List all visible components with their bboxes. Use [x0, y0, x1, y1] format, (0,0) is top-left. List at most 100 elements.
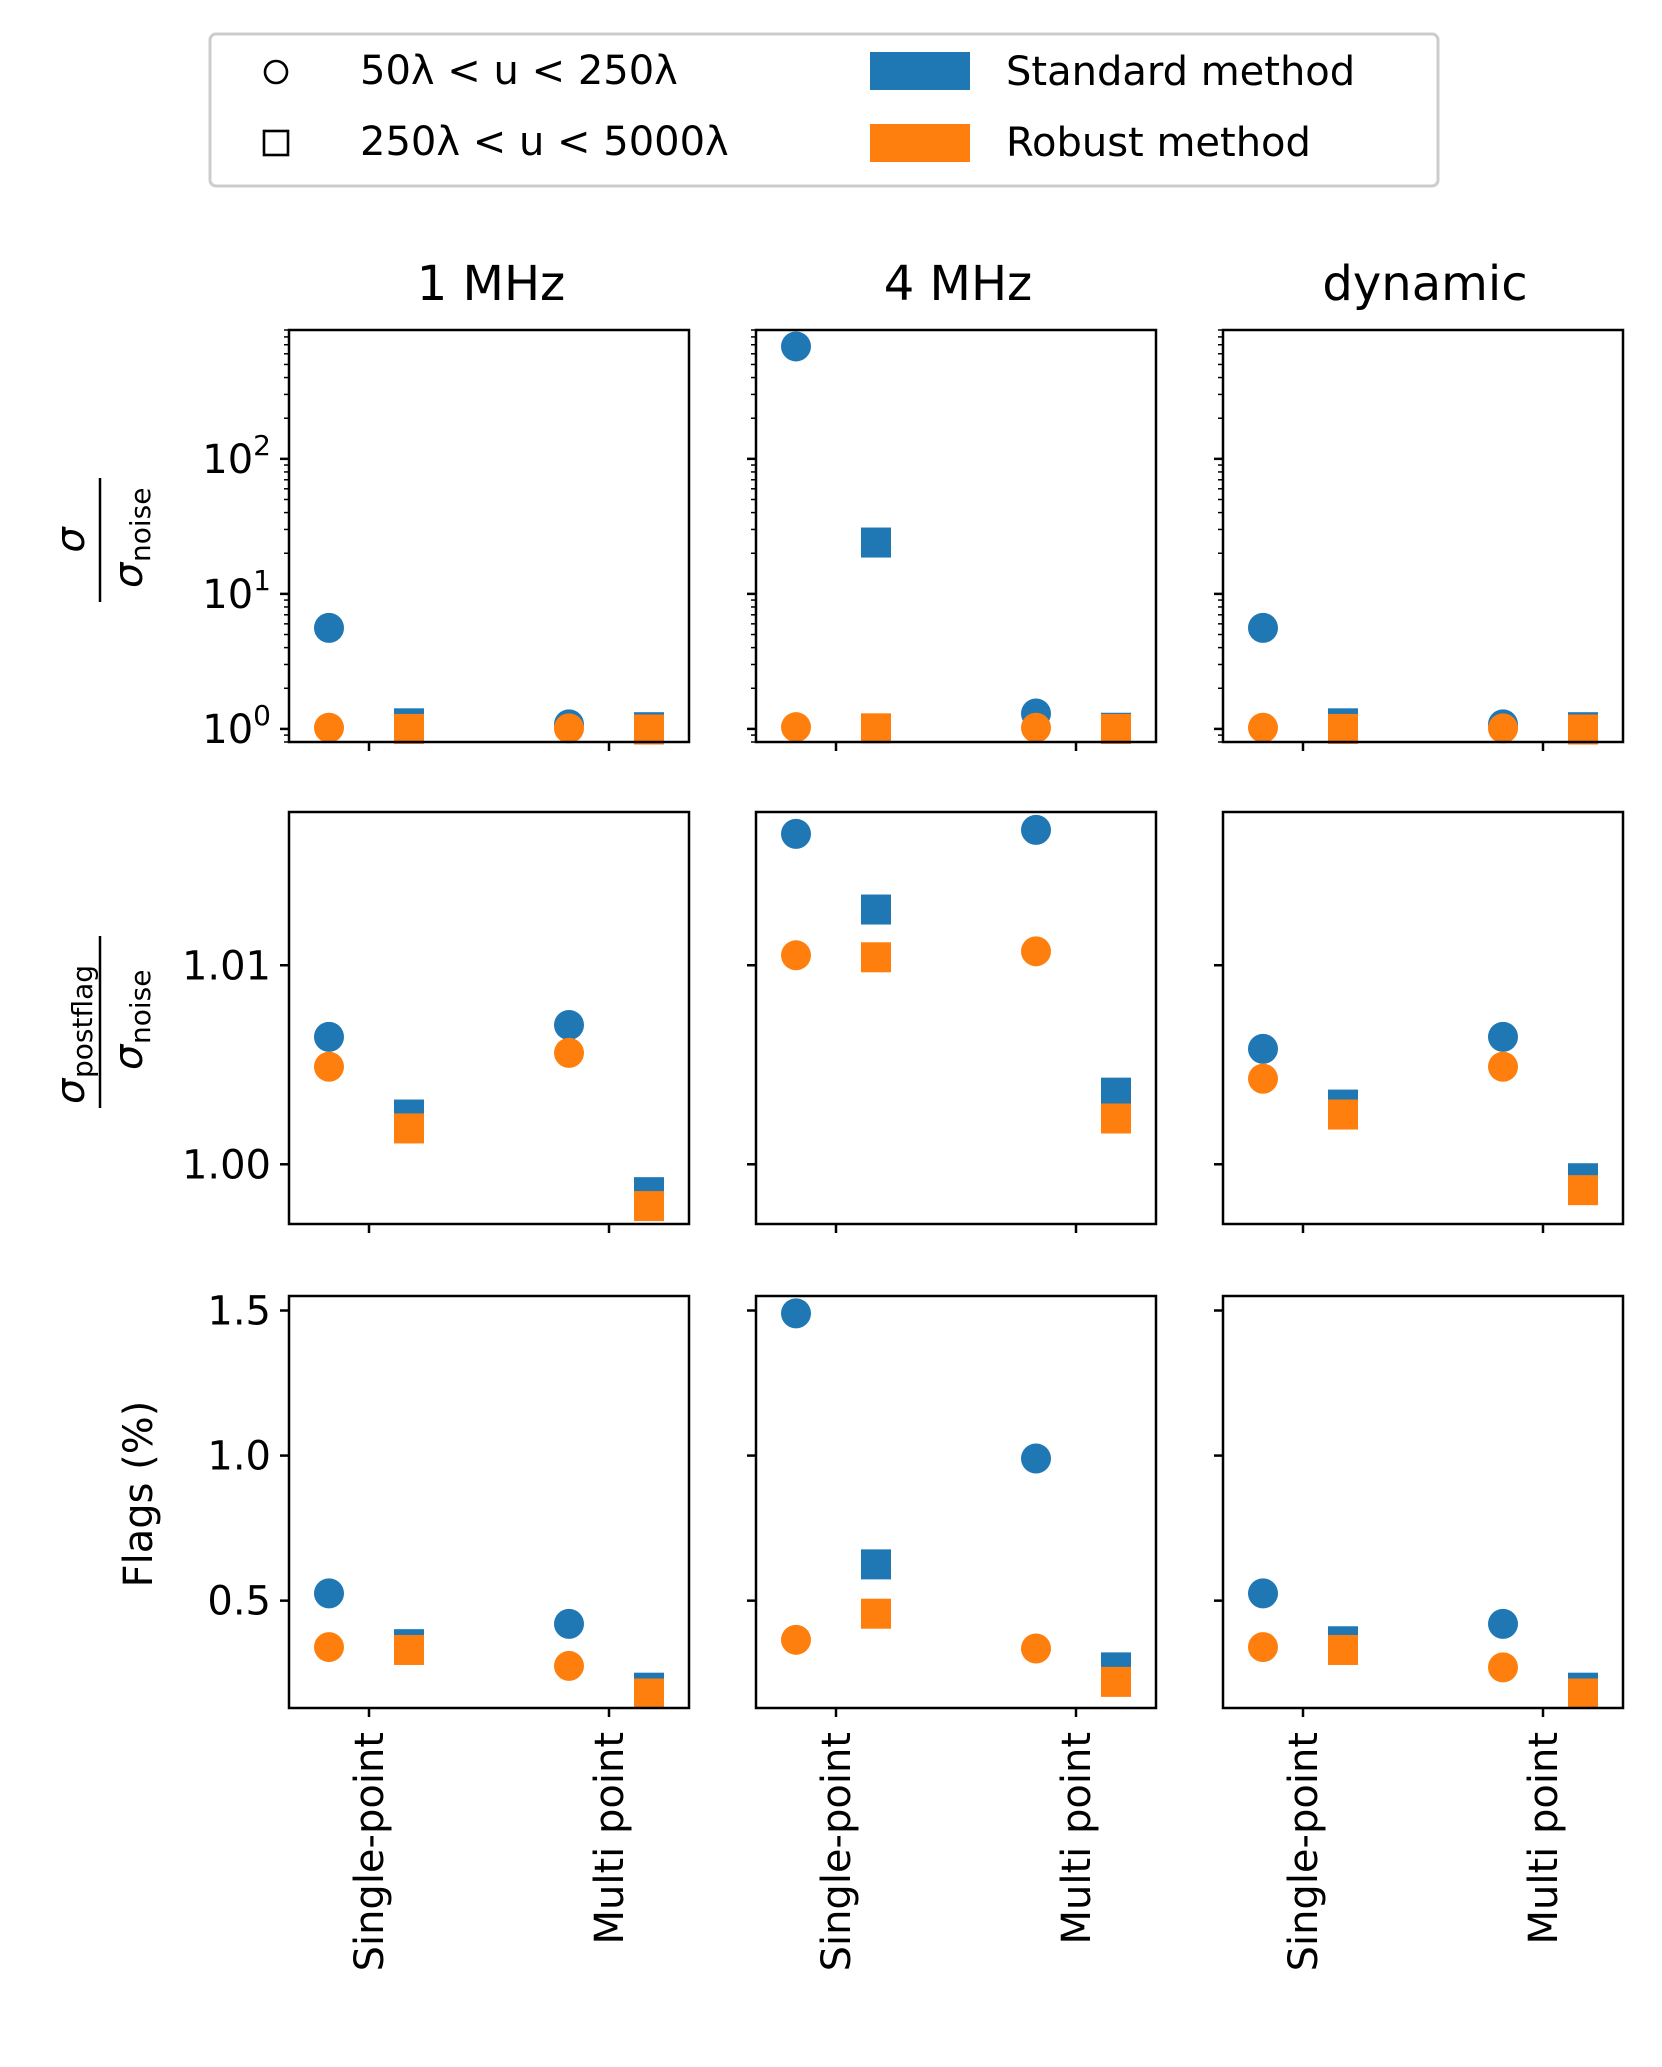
panel-r3-c2-standard-square-single — [861, 1549, 891, 1580]
panel-r2-c1-robust-square-multi — [634, 1191, 664, 1222]
panels: 100 101 102 1.00 1.01 0.5 1.0 1.5 Single-point Mu… — [182, 328, 1625, 1971]
ylabel-flags: Flags (%) — [116, 1401, 162, 1588]
ylabel-row2-denominator-sub: noise — [124, 970, 157, 1044]
ylabel-row1-denominator: σ — [106, 561, 152, 588]
panel-r1-c1: 100 101 102 — [202, 328, 691, 753]
panel-r1-c2-standard-circle-single — [781, 331, 811, 362]
legend-label-square: 250λ < u < 5000λ — [360, 119, 729, 165]
legend-square-marker — [262, 129, 290, 157]
ylabel-row1: σ σ noise — [48, 478, 157, 602]
panel-r2-c2-robust-circle-multi — [1021, 936, 1051, 967]
panel-r1-c1-robust-square-single — [394, 713, 424, 744]
panel-r1-c1-robust-square-multi — [634, 714, 664, 745]
panel-r3-c2-standard-circle-multi — [1021, 1443, 1051, 1474]
panel-r3-c2-robust-circle-multi — [1021, 1633, 1051, 1664]
panel-r3-c3-robust-circle-multi — [1488, 1652, 1518, 1683]
panel-r3-c1-robust-circle-single — [314, 1632, 344, 1663]
panel-r3-c3-robust-circle-single — [1248, 1632, 1278, 1663]
panel-r3-c2-xtick-label-multi-point: Multi point — [1054, 1732, 1100, 1945]
panel-r3-c1-xtick-label-single-point: Single-point — [347, 1732, 393, 1971]
legend-label-robust: Robust method — [1006, 120, 1311, 166]
panel-r2-c1-ytick-label-1: 1.00 — [182, 1142, 271, 1188]
panel-r3-c1-robust-square-single — [394, 1634, 424, 1665]
ylabel-row2-numerator: σ — [48, 1077, 94, 1104]
panel-r1-c2-robust-circle-single — [781, 712, 811, 743]
column-title-1mhz: 1 MHz — [417, 256, 566, 312]
panel-r1-c3-standard-circle-single — [1248, 612, 1278, 643]
panel-r2-c3-robust-square-single — [1328, 1099, 1358, 1130]
panel-r3-c1-frame — [287, 1294, 691, 1710]
ylabel-row2: σ postflag σ noise — [48, 936, 157, 1108]
panel-r3-c3-xtick-label-multi-point: Multi point — [1521, 1732, 1567, 1945]
panel-r2-c2-robust-circle-single — [781, 940, 811, 971]
panel-r1-c1-robust-circle-single — [314, 712, 344, 743]
panel-r3-c1-ytick-label-1: 0.5 — [207, 1579, 271, 1625]
panel-r3-c1-standard-circle-multi — [554, 1608, 584, 1639]
panel-r3-c1-ytick-label-3: 1.5 — [207, 1289, 271, 1335]
panel-r3-c2-standard-circle-single — [781, 1298, 811, 1329]
ylabel-row1-denominator-sub: noise — [124, 488, 157, 562]
panel-r2-c1-robust-circle-multi — [554, 1037, 584, 1068]
panel-r3-c3: Single-point Multi point — [1214, 1294, 1625, 1971]
panel-r2-c2-robust-square-single — [861, 942, 891, 973]
ylabel-row2-denominator: σ — [106, 1043, 152, 1070]
panel-r1-c2 — [747, 328, 1158, 751]
panel-r3-c2-xtick-label-single-point: Single-point — [814, 1732, 860, 1971]
panel-r2-c1-robust-square-single — [394, 1113, 424, 1144]
panel-r2-c1-standard-circle-multi — [554, 1009, 584, 1040]
panel-r1-c1-ytick-label-1: 100 — [202, 699, 271, 753]
panel-r1-c3-robust-square-multi — [1568, 714, 1598, 745]
column-title-4mhz: 4 MHz — [884, 256, 1033, 312]
panel-r2-c1-standard-circle-single — [314, 1021, 344, 1052]
panel-r1-c3-robust-circle-single — [1248, 712, 1278, 743]
panel-r1-c1-frame — [287, 328, 691, 744]
legend-standard-patch — [870, 52, 970, 90]
ylabel-row2-numerator-sub: postflag — [66, 965, 99, 1078]
panel-r1-c3 — [1214, 328, 1625, 751]
panel-r1-c3-frame — [1221, 328, 1625, 744]
panel-r3-c3-standard-circle-multi — [1488, 1608, 1518, 1639]
panel-r3-c2-robust-square-multi — [1101, 1666, 1131, 1697]
panel-r2-c3-robust-circle-multi — [1488, 1051, 1518, 1082]
panel-r3-c3-robust-square-single — [1328, 1634, 1358, 1665]
panel-r1-c2-standard-square-single — [861, 527, 891, 558]
panel-r3-c3-xtick-label-single-point: Single-point — [1281, 1732, 1327, 1971]
panel-r3-c1-standard-circle-single — [314, 1578, 344, 1609]
legend: 50λ < u < 250λ 250λ < u < 5000λ Standard… — [208, 32, 1440, 188]
panel-r2-c2-robust-square-multi — [1101, 1103, 1131, 1134]
panel-r1-c2-frame — [754, 328, 1158, 744]
column-title-dynamic: dynamic — [1322, 256, 1527, 312]
panel-r2-c3-standard-circle-single — [1248, 1033, 1278, 1064]
panel-r3-c1: 0.5 1.0 1.5 Single-point Multi point — [207, 1289, 691, 1971]
legend-robust-patch — [870, 124, 970, 162]
panel-r1-c3-robust-circle-multi — [1488, 713, 1518, 744]
panel-r3-c2-frame — [754, 1294, 1158, 1710]
legend-frame — [208, 32, 1440, 188]
panel-r2-c2-standard-circle-single — [781, 818, 811, 849]
panel-r2-c2-standard-circle-multi — [1021, 814, 1051, 845]
panel-r2-c2-frame — [754, 810, 1158, 1226]
legend-circle-marker — [263, 59, 289, 85]
panel-r2-c3-robust-circle-single — [1248, 1063, 1278, 1094]
panel-r3-c3-robust-square-multi — [1568, 1678, 1598, 1709]
panel-r2-c2-standard-square-single — [861, 894, 891, 925]
panel-r3-c3-standard-circle-single — [1248, 1578, 1278, 1609]
panel-r3-c2: Single-point Multi point — [747, 1294, 1158, 1971]
panel-r3-c2-robust-square-single — [861, 1598, 891, 1629]
panel-r2-c2 — [747, 810, 1158, 1233]
panel-r2-c1-frame — [287, 810, 691, 1226]
panel-r2-c3-frame — [1221, 810, 1625, 1226]
legend-label-circle: 50λ < u < 250λ — [360, 48, 678, 94]
panel-r1-c1-standard-circle-single — [314, 612, 344, 643]
panel-r1-c2-robust-square-multi — [1101, 713, 1131, 744]
panel-r2-c1-robust-circle-single — [314, 1051, 344, 1082]
panel-r2-c1-ytick-label-2: 1.01 — [182, 943, 271, 989]
panel-r2-c3-standard-circle-multi — [1488, 1021, 1518, 1052]
panel-r2-c2-standard-square-multi — [1101, 1077, 1131, 1108]
panel-r1-c2-robust-circle-multi — [1021, 712, 1051, 743]
panel-r3-c1-xtick-label-multi-point: Multi point — [587, 1732, 633, 1945]
panel-r3-c3-frame — [1221, 1294, 1625, 1710]
ylabel-row1-numerator: σ — [48, 526, 94, 553]
panel-r3-c1-robust-circle-multi — [554, 1650, 584, 1681]
